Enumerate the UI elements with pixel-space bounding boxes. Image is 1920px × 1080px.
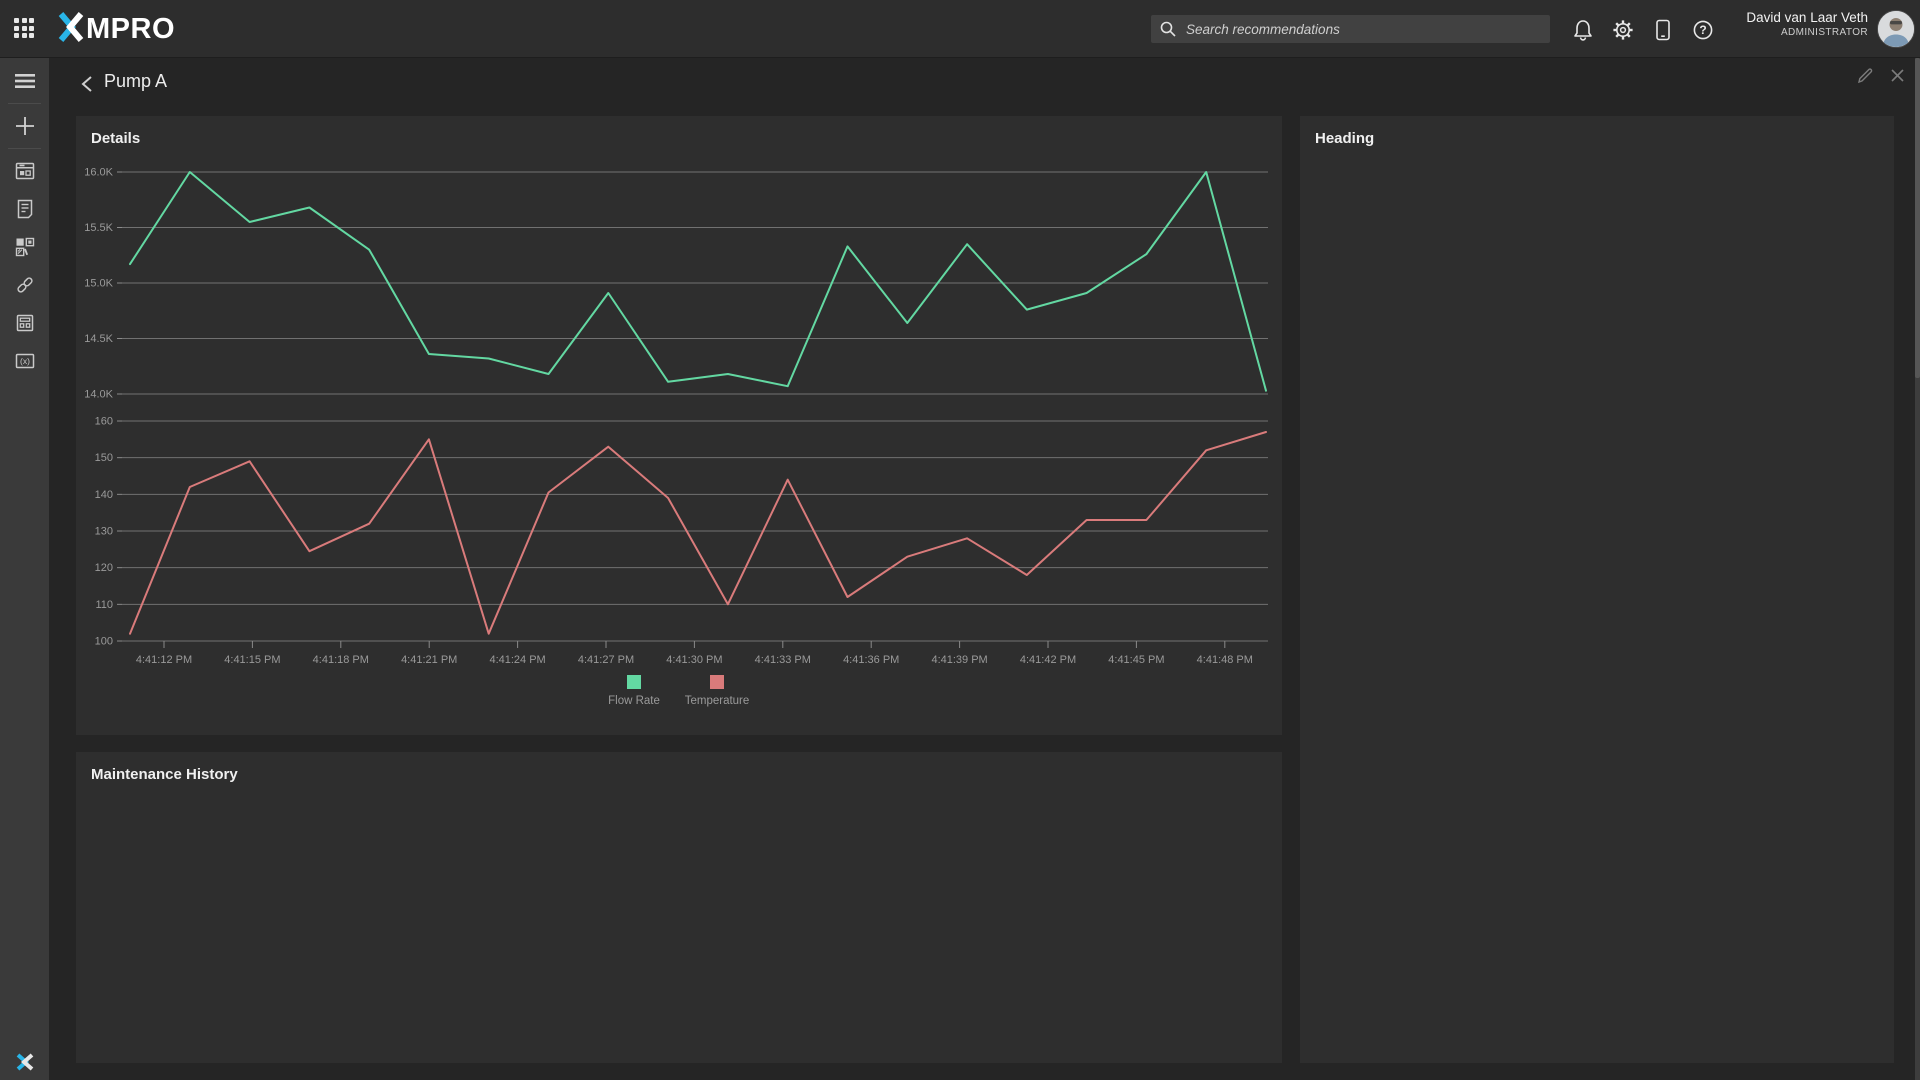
search-box: [1151, 15, 1550, 43]
x-axis-label: 4:41:33 PM: [755, 654, 811, 666]
svg-text:140: 140: [95, 489, 113, 501]
maintenance-history-panel-title: Maintenance History: [91, 766, 238, 783]
xmpro-x-mark-icon: [0, 1052, 49, 1072]
scrollbar-thumb[interactable]: [1915, 58, 1920, 378]
x-axis-label: 4:41:30 PM: [666, 654, 722, 666]
settings-gear-icon[interactable]: [1610, 17, 1636, 43]
edit-pencil-icon[interactable]: [1854, 64, 1876, 86]
user-role: ADMINISTRATOR: [1780, 27, 1868, 38]
add-icon[interactable]: [0, 107, 49, 145]
apps-grid-icon[interactable]: [12, 16, 38, 42]
svg-text:Temperature: Temperature: [685, 695, 750, 707]
x-axis-label: 4:41:18 PM: [313, 654, 369, 666]
close-icon[interactable]: [1886, 64, 1908, 86]
svg-text:15.0K: 15.0K: [84, 278, 113, 290]
search-input[interactable]: [1184, 20, 1542, 38]
heading-panel-title: Heading: [1315, 130, 1375, 147]
link-icon[interactable]: [0, 266, 49, 304]
svg-text:150: 150: [95, 452, 113, 464]
topbar: MPRO: [0, 0, 1920, 58]
user-name: David van Laar Veth: [1746, 10, 1868, 25]
svg-text:120: 120: [95, 562, 113, 574]
form-icon[interactable]: [0, 190, 49, 228]
x-axis-label: 4:41:27 PM: [578, 654, 634, 666]
notifications-bell-icon[interactable]: [1570, 17, 1596, 43]
svg-text:110: 110: [95, 599, 113, 611]
sidebar-divider: [8, 148, 41, 149]
legend-item-temperature[interactable]: Temperature: [685, 675, 750, 707]
svg-text:14.5K: 14.5K: [84, 333, 113, 345]
back-chevron-icon[interactable]: [75, 72, 99, 96]
x-axis-label: 4:41:21 PM: [401, 654, 457, 666]
x-axis-label: 4:41:36 PM: [843, 654, 899, 666]
search-icon: [1159, 20, 1177, 38]
variable-icon[interactable]: (x): [0, 342, 49, 380]
svg-text:130: 130: [95, 526, 113, 538]
logo-text: MPRO: [86, 13, 175, 45]
svg-text:16.0K: 16.0K: [84, 167, 113, 179]
xmpro-x-icon: [58, 11, 84, 47]
menu-icon[interactable]: [0, 62, 49, 100]
user-menu[interactable]: David van Laar Veth ADMINISTRATOR: [1746, 9, 1868, 39]
mobile-phone-icon[interactable]: [1650, 17, 1676, 43]
calculator-icon[interactable]: [0, 304, 49, 342]
dashboard-icon[interactable]: [0, 152, 49, 190]
svg-text:100: 100: [95, 636, 113, 648]
svg-text:(x): (x): [20, 356, 30, 366]
x-axis-label: 4:41:45 PM: [1108, 654, 1164, 666]
svg-text:14.0K: 14.0K: [84, 389, 113, 401]
avatar[interactable]: [1877, 10, 1915, 48]
xmpro-logo[interactable]: MPRO: [58, 11, 175, 47]
blocks-icon[interactable]: [0, 228, 49, 266]
details-panel: Details 16.0K 15.5K 15.0K 14.5K 14.0K 160 150 1…: [76, 116, 1282, 735]
details-chart-svg: 16.0K 15.5K 15.0K 14.5K 14.0K 160 150 140 130 120…: [84, 167, 1268, 707]
page-header: Pump A: [49, 58, 1920, 110]
vertical-scrollbar[interactable]: [1915, 58, 1920, 1080]
series-line-temperature: [129, 431, 1267, 635]
svg-text:160: 160: [95, 416, 113, 428]
sidebar: (x): [0, 58, 49, 1080]
x-axis-label: 4:41:24 PM: [489, 654, 545, 666]
series-line-flow-rate: [129, 171, 1267, 392]
help-icon[interactable]: ?: [1690, 17, 1716, 43]
maintenance-history-panel: Maintenance History: [76, 752, 1282, 1063]
svg-text:15.5K: 15.5K: [84, 222, 113, 234]
sidebar-divider: [8, 103, 41, 104]
x-axis-label: 4:41:15 PM: [224, 654, 280, 666]
legend-item-flow-rate[interactable]: Flow Rate: [608, 675, 660, 707]
heading-panel: Heading: [1300, 116, 1894, 1063]
details-panel-title: Details: [91, 130, 141, 147]
details-chart: 16.0K 15.5K 15.0K 14.5K 14.0K 160 150 140 130 120…: [76, 152, 1282, 727]
svg-text:?: ?: [1699, 23, 1706, 37]
x-axis-label: 4:41:12 PM: [136, 654, 192, 666]
x-axis-label: 4:41:42 PM: [1020, 654, 1076, 666]
page-title: Pump A: [104, 71, 168, 91]
x-axis-label: 4:41:48 PM: [1197, 654, 1253, 666]
svg-text:Flow Rate: Flow Rate: [608, 695, 660, 707]
x-axis-label: 4:41:39 PM: [931, 654, 987, 666]
